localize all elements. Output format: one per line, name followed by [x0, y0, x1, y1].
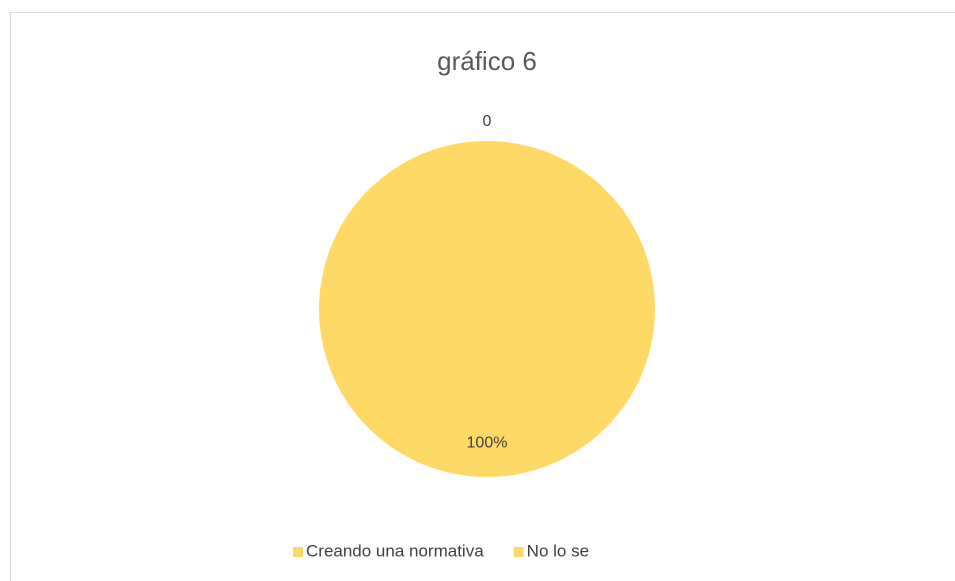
legend-swatch	[513, 547, 524, 557]
chart-title: gráfico 6	[437, 46, 537, 76]
data-label: 100%	[467, 435, 508, 452]
pie-slice	[319, 141, 655, 477]
legend-label: No lo se	[527, 541, 589, 560]
data-label: 0	[483, 113, 492, 130]
legend-label: Creando una normativa	[306, 541, 484, 560]
legend-swatch	[293, 547, 303, 557]
